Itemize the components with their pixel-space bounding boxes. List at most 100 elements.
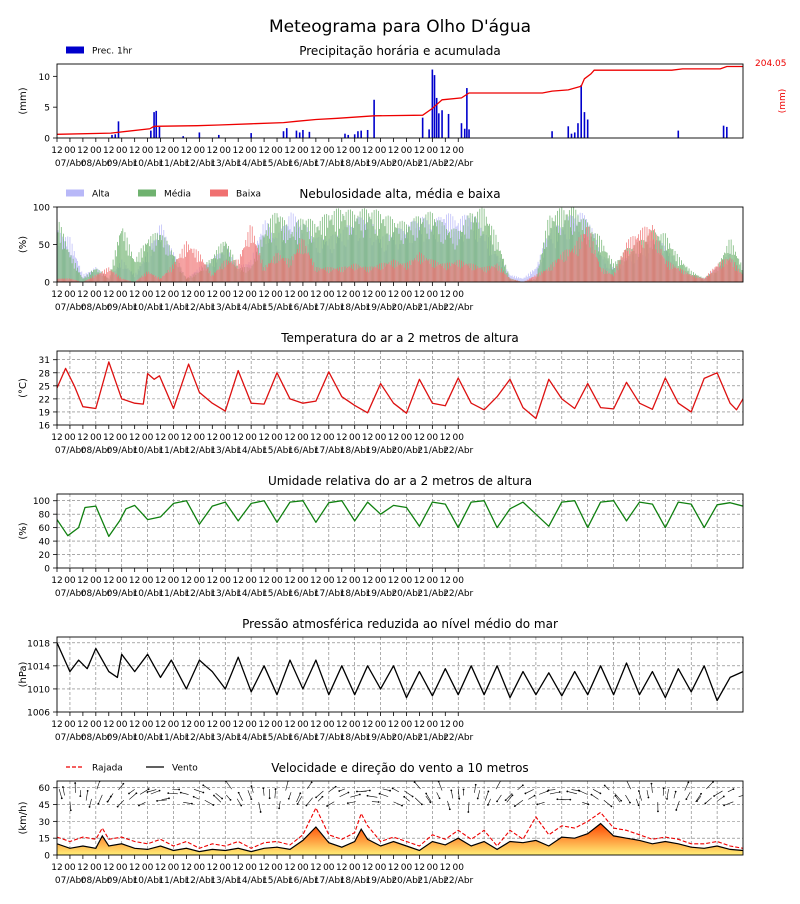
temperature-xtick-hour: 12 bbox=[232, 433, 243, 443]
wind-direction-arrow bbox=[667, 789, 669, 799]
cloud-low-bar bbox=[299, 244, 300, 282]
precip-bar bbox=[580, 85, 582, 138]
cloud-mid-bar bbox=[58, 232, 59, 282]
cloud-low-bar bbox=[455, 262, 456, 282]
wind-xtick-hour: 00 bbox=[90, 863, 102, 873]
cloud-low-bar bbox=[721, 268, 722, 282]
cloud-mid-bar bbox=[160, 235, 161, 282]
wind-direction-arrow bbox=[717, 796, 724, 801]
cloud-low-bar bbox=[120, 277, 121, 282]
wind-direction-arrow-head bbox=[578, 790, 580, 792]
cloud-low-bar bbox=[464, 265, 465, 282]
cloud-low-bar bbox=[660, 253, 661, 282]
cloud-low-bar bbox=[461, 261, 462, 282]
cloud-low-bar bbox=[488, 270, 489, 282]
cloud-low-bar bbox=[323, 268, 324, 282]
wind-direction-arrow-head bbox=[604, 785, 606, 787]
wind-direction-arrow-head bbox=[356, 791, 358, 793]
cloud-low-bar bbox=[679, 271, 680, 282]
cloud-low-bar bbox=[370, 270, 371, 282]
cloud-low-bar bbox=[362, 268, 363, 282]
cloud-low-bar bbox=[399, 265, 400, 282]
wind-direction-arrow-head bbox=[450, 790, 452, 792]
pressure-xtick-hour: 00 bbox=[142, 720, 154, 730]
cloud-low-bar bbox=[655, 249, 656, 282]
cloud-low-bar bbox=[740, 272, 741, 282]
wind-direction-arrow bbox=[447, 801, 449, 809]
cloud-xtick-hour: 12 bbox=[388, 290, 399, 300]
cloud-high-bar bbox=[521, 279, 522, 282]
cloud-low-bar bbox=[97, 274, 98, 282]
legend-label: Alta bbox=[92, 190, 110, 200]
cloud-low-bar bbox=[691, 276, 692, 282]
cloud-xtick-hour: 00 bbox=[168, 290, 180, 300]
cloud-xtick-hour: 00 bbox=[271, 290, 283, 300]
precip-bar bbox=[199, 132, 201, 138]
pressure-xtick-hour: 00 bbox=[168, 720, 180, 730]
cloud-low-bar bbox=[641, 245, 642, 282]
cloud-low-bar bbox=[305, 253, 306, 282]
pressure-xtick-hour: 12 bbox=[181, 720, 192, 730]
cloud-low-bar bbox=[413, 261, 414, 282]
wind-direction-arrow-head bbox=[238, 792, 240, 794]
cloud-low-bar bbox=[320, 268, 321, 282]
cloud-low-bar bbox=[342, 272, 343, 282]
precip-bar bbox=[299, 132, 301, 138]
temperature-xtick-hour: 00 bbox=[90, 433, 102, 443]
humidity-xtick-hour: 12 bbox=[155, 576, 166, 586]
precip-bar bbox=[448, 114, 450, 138]
humidity-xtick-hour: 00 bbox=[220, 576, 232, 586]
precip-bar bbox=[584, 112, 586, 138]
precip-xtick-hour: 12 bbox=[388, 146, 399, 156]
cloud-low-bar bbox=[211, 276, 212, 282]
cloud-low-bar bbox=[550, 271, 551, 282]
cloud-low-bar bbox=[312, 265, 313, 282]
cloud-mid-bar bbox=[66, 250, 67, 282]
wind-direction-arrow bbox=[118, 800, 124, 806]
cloud-low-bar bbox=[64, 278, 65, 282]
precip-ylabel-right: (mm) bbox=[778, 89, 788, 114]
pressure-xtick-hour: 00 bbox=[349, 720, 361, 730]
cloud-low-bar bbox=[640, 230, 641, 282]
cloud-low-bar bbox=[428, 261, 429, 282]
cloud-low-bar bbox=[534, 275, 535, 282]
cloud-low-bar bbox=[595, 250, 596, 282]
cloud-low-bar bbox=[251, 243, 252, 282]
wind-direction-arrow bbox=[350, 794, 359, 797]
wind-direction-arrow bbox=[63, 787, 65, 795]
precip-xtick-hour: 00 bbox=[220, 146, 232, 156]
legend-label: Vento bbox=[172, 764, 198, 774]
wind-direction-arrow-head bbox=[412, 796, 414, 798]
humidity-xtick-hour: 12 bbox=[440, 576, 451, 586]
cloud-low-bar bbox=[112, 271, 113, 282]
temperature-ylabel: (°C) bbox=[18, 378, 29, 398]
cloud-low-bar bbox=[99, 274, 100, 282]
cloud-low-bar bbox=[295, 255, 296, 282]
cloud-low-bar bbox=[325, 267, 326, 282]
cloud-low-bar bbox=[368, 272, 369, 282]
precip-bar bbox=[118, 121, 120, 138]
wind-xtick-hour: 00 bbox=[271, 863, 283, 873]
precip-xtick-hour: 12 bbox=[258, 146, 269, 156]
cloud-low-bar bbox=[419, 252, 420, 282]
cloud-low-bar bbox=[450, 266, 451, 282]
cloud-low-bar bbox=[222, 263, 223, 282]
legend-label: Média bbox=[164, 189, 191, 200]
cloud-low-bar bbox=[480, 267, 481, 282]
temperature-xtick-hour: 12 bbox=[258, 433, 269, 443]
humidity-xtick-hour: 00 bbox=[116, 576, 128, 586]
wind-direction-arrow bbox=[539, 791, 548, 794]
precip-xtick-hour: 12 bbox=[310, 146, 321, 156]
cloud-low-bar bbox=[332, 267, 333, 282]
wind-direction-arrow-head bbox=[467, 811, 469, 813]
cloud-low-bar bbox=[696, 276, 697, 282]
cloud-low-bar bbox=[472, 270, 473, 282]
cloud-low-bar bbox=[414, 260, 415, 282]
cloud-low-bar bbox=[557, 259, 558, 282]
cloud-low-bar bbox=[352, 269, 353, 282]
cloud-low-bar bbox=[219, 266, 220, 282]
precip-xtick-hour: 00 bbox=[401, 146, 413, 156]
wind-direction-arrow bbox=[394, 802, 403, 806]
wind-xtick-hour: 00 bbox=[142, 863, 154, 873]
pressure-xtick-hour: 12 bbox=[362, 720, 373, 730]
